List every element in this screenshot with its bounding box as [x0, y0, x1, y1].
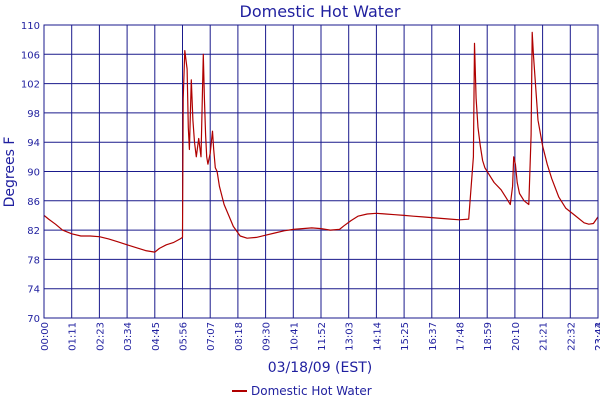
x-tick-label: 23:43 [594, 322, 600, 351]
y-tick-label: 78 [27, 255, 40, 266]
x-tick-label: 03:34 [123, 322, 134, 351]
x-tick-label: 08:18 [234, 322, 245, 351]
x-tick-label: 23:44 [594, 322, 600, 351]
x-tick-labels: 00:00 01:11 02:23 03:34 04:45 05:56 07:07 08:18… [40, 322, 600, 351]
y-tick-label: 98 [27, 109, 40, 120]
x-tick-label: 16:37 [428, 322, 439, 351]
y-tick-label: 106 [21, 50, 40, 61]
y-tick-label: 70 [27, 314, 40, 325]
x-tick-label: 21:21 [539, 322, 550, 351]
x-tick-label: 14:14 [372, 322, 383, 351]
y-tick-label: 110 [21, 21, 40, 32]
y-tick-label: 86 [27, 197, 40, 208]
x-tick-label: 13:03 [345, 322, 356, 351]
legend-label: Domestic Hot Water [251, 384, 372, 398]
x-tick-label: 01:11 [68, 322, 79, 351]
x-tick-label: 02:23 [95, 322, 106, 351]
y-tick-label: 90 [27, 168, 40, 179]
x-tick-label: 09:30 [262, 322, 273, 351]
plot-frame [43, 24, 599, 319]
grid-lines [43, 24, 599, 319]
x-tick-label: 15:25 [400, 322, 411, 351]
series-lines [43, 31, 599, 253]
x-tick-label: 05:56 [179, 322, 190, 351]
chart-title: Domestic Hot Water [240, 2, 401, 21]
y-axis-label: Degrees F [2, 137, 18, 208]
x-tick-label: 00:00 [40, 322, 51, 351]
x-tick-label: 17:48 [456, 322, 467, 351]
x-tick-label: 20:10 [511, 322, 522, 351]
legend: Domestic Hot Water [232, 384, 372, 398]
y-tick-label: 82 [27, 226, 40, 237]
x-tick-label: 07:07 [206, 322, 217, 351]
x-axis-label: 03/18/09 (EST) [268, 360, 373, 376]
y-tick-label: 74 [27, 285, 40, 296]
x-tick-label: 22:32 [566, 322, 577, 351]
y-tick-label: 102 [21, 80, 40, 91]
x-tick-label: 18:59 [483, 322, 494, 351]
x-tick-label: 10:41 [289, 322, 300, 351]
y-tick-label: 94 [27, 138, 40, 149]
x-tick-label: 04:45 [151, 322, 162, 351]
series-line-domestic-hot-water [43, 31, 599, 253]
x-tick-label: 11:52 [317, 322, 328, 351]
y-tick-labels: 70 74 78 82 86 90 94 98 102 106 110 [21, 21, 40, 325]
